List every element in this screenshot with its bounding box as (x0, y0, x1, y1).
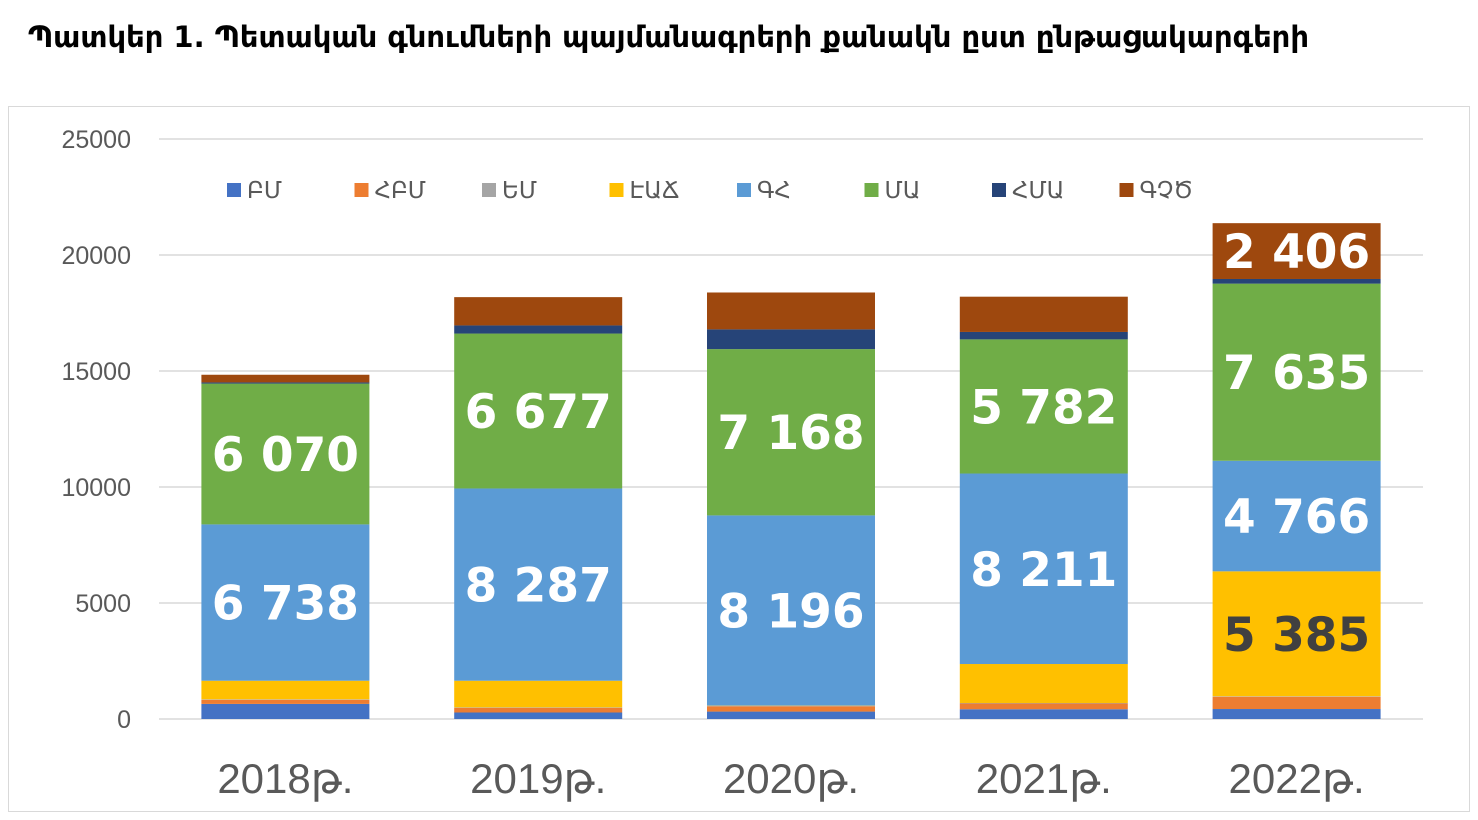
x-tick-label: 2021թ. (976, 755, 1112, 802)
y-tick-label: 15000 (61, 358, 131, 386)
bar-segment (959, 709, 1128, 719)
bar-segment (1212, 223, 1381, 279)
data-label: 6 738 (212, 577, 359, 632)
bar-segment (959, 703, 1128, 710)
bar-segment (959, 331, 1128, 340)
bar-segment (201, 382, 370, 384)
legend-swatch (227, 183, 241, 197)
y-tick-label: 0 (117, 706, 131, 734)
legend-label: ԵՄ (502, 178, 537, 204)
legend-label: ՄԱ (885, 178, 921, 204)
bar-segment (454, 712, 623, 719)
bar-segment (707, 711, 875, 719)
bar-segment (959, 339, 1128, 474)
legend-label: ԳՉԾ (1140, 178, 1194, 204)
chart-area: 0 5000 10000 15000 20000 25000 6 738 6 070 2018թ… (8, 106, 1470, 812)
bar-segment (1212, 460, 1381, 572)
y-tick-label: 25000 (61, 126, 131, 154)
data-label: 6 070 (212, 428, 359, 483)
bar-segment (201, 703, 370, 719)
data-label: 8 287 (465, 559, 612, 614)
bar-segment (959, 296, 1128, 332)
bar-segment (959, 664, 1128, 703)
bar-segment (454, 680, 623, 708)
legend-swatch (864, 183, 879, 197)
data-label: 5 385 (1223, 608, 1370, 663)
bar-segment (201, 524, 370, 681)
legend-swatch (992, 183, 1006, 197)
data-label: 8 196 (717, 584, 864, 639)
bar-segment (454, 333, 623, 489)
bar-segment (201, 680, 370, 700)
legend-swatch (482, 183, 496, 197)
x-tick-label: 2022թ. (1229, 755, 1365, 802)
x-tick-label: 2019թ. (470, 755, 606, 802)
x-tick-label: 2018թ. (217, 755, 353, 802)
bar-segment (201, 699, 370, 704)
bar-segment (959, 473, 1128, 665)
bar-segment (707, 515, 875, 706)
bar-segment (1212, 278, 1381, 284)
bar-segment (707, 349, 875, 516)
legend-label: ՀՄԱ (1012, 178, 1064, 204)
bar-segment (454, 325, 623, 334)
stacked-bar-chart: 0 5000 10000 15000 20000 25000 6 738 6 070 2018թ… (61, 126, 1423, 802)
legend-label: ԷԱՃ (630, 178, 680, 204)
chart-title: Պատկեր 1. Պետական գնումների պայմանագրերի… (28, 20, 1309, 54)
data-label: 8 211 (970, 543, 1117, 598)
bar-segment (707, 292, 875, 330)
legend-swatch (1119, 183, 1134, 197)
data-label: 7 635 (1223, 346, 1370, 401)
data-label: 5 782 (970, 380, 1117, 435)
bar-segment (1212, 283, 1381, 461)
bar-segment (1212, 571, 1381, 697)
bar-segment (1212, 696, 1381, 710)
x-tick-label: 2020թ. (723, 755, 859, 802)
bar-segment (454, 488, 623, 681)
bar-segment (1212, 709, 1381, 719)
y-tick-label: 10000 (61, 474, 131, 502)
bar-segment (454, 297, 623, 326)
legend-label: ՀԲՄ (375, 178, 427, 204)
bar-segment (707, 706, 875, 712)
legend-swatch (609, 183, 624, 197)
data-label: 2 406 (1223, 225, 1370, 280)
bar-segment (707, 329, 875, 350)
data-label: 7 168 (717, 406, 864, 461)
legend-label: ԳՀ (757, 178, 791, 204)
bar-segment (201, 374, 370, 383)
y-tick-label: 20000 (61, 242, 131, 270)
legend-swatch (354, 183, 369, 197)
bar-segment (201, 383, 370, 525)
data-label: 6 677 (465, 385, 612, 440)
data-label: 4 766 (1223, 490, 1370, 545)
legend-label: ԲՄ (247, 178, 282, 204)
legend-swatch (737, 183, 751, 197)
bar-segment (454, 707, 623, 713)
y-tick-label: 5000 (75, 590, 131, 618)
